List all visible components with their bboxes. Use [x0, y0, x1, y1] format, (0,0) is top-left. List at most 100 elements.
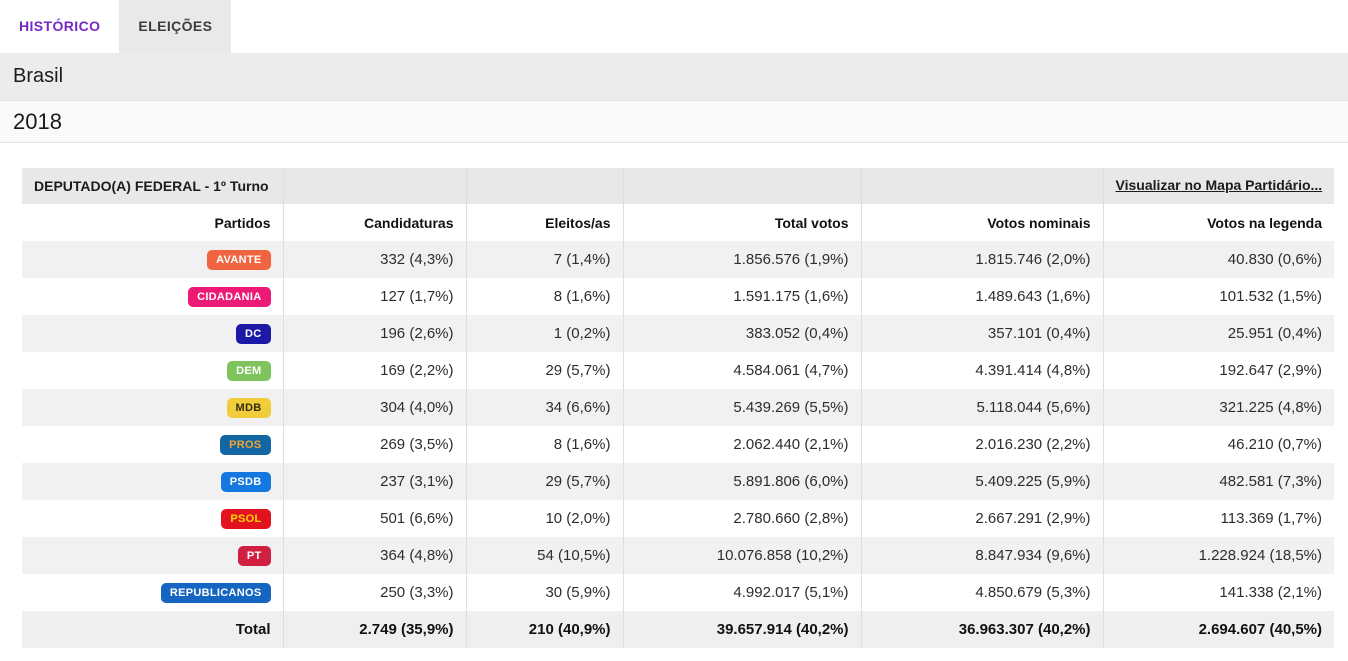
eleitos-cell: 29 (5,7%) — [465, 463, 623, 500]
party-badge-dc[interactable]: DC — [236, 323, 271, 344]
party-badge-dem[interactable]: DEM — [227, 360, 271, 381]
total-votos-cell: 5.891.806 (6,0%) — [622, 463, 861, 500]
party-row-republicanos: REPUBLICANOS 250 (3,3%) 30 (5,9%) 4.992.017… — [22, 574, 1334, 611]
title-spacer — [622, 168, 861, 204]
votos-nominais-cell: 4.850.679 (5,3%) — [860, 574, 1103, 611]
total-votos-cell: 1.591.175 (1,6%) — [622, 278, 861, 315]
party-badge-pt[interactable]: PT — [237, 545, 271, 566]
votos-legenda-cell: 25.951 (0,4%) — [1102, 315, 1334, 352]
eleitos-cell: 8 (1,6%) — [465, 426, 623, 463]
candidaturas-cell: 250 (3,3%) — [282, 574, 466, 611]
col-header-partidos: Partidos — [22, 204, 283, 241]
party-row-dc: DC 196 (2,6%) 1 (0,2%) 383.052 (0,4%) 357.10… — [22, 315, 1334, 352]
year-title: 2018 — [13, 108, 62, 134]
total-votos-cell: 4.584.061 (4,7%) — [622, 352, 861, 389]
eleitos-cell: 210 (40,9%) — [465, 611, 623, 648]
candidaturas-cell: 304 (4,0%) — [282, 389, 466, 426]
party-badge-mdb[interactable]: MDB — [226, 397, 271, 418]
party-row-dem: DEM 169 (2,2%) 29 (5,7%) 4.584.061 (4,7%) 4.… — [22, 352, 1334, 389]
col-header-candidaturas: Candidaturas — [282, 204, 466, 241]
total-votos-cell: 2.062.440 (2,1%) — [622, 426, 861, 463]
votos-nominais-cell: 4.391.414 (4,8%) — [860, 352, 1103, 389]
table-body: AVANTE 332 (4,3%) 7 (1,4%) 1.856.576 (1,9%)… — [22, 241, 1334, 648]
year-header: 2018 — [0, 100, 1348, 143]
party-row-psdb: PSDB 237 (3,1%) 29 (5,7%) 5.891.806 (6,0%) 5… — [22, 463, 1334, 500]
tabbar: HISTÓRICO ELEIÇÕES — [0, 0, 1348, 53]
votos-legenda-cell: 192.647 (2,9%) — [1102, 352, 1334, 389]
col-header-total-votos: Total votos — [622, 204, 861, 241]
table-title-row: DEPUTADO(A) FEDERAL - 1º Turno Visualiza… — [22, 168, 1334, 204]
candidaturas-cell: 2.749 (35,9%) — [282, 611, 466, 648]
region-title: Brasil — [13, 65, 64, 87]
party-cell: Total — [22, 611, 283, 648]
party-badge-republicanos[interactable]: REPUBLICANOS — [160, 582, 271, 603]
party-cell: DC — [22, 315, 283, 352]
title-spacer — [282, 168, 466, 204]
votos-legenda-cell: 482.581 (7,3%) — [1102, 463, 1334, 500]
col-header-eleitos: Eleitos/as — [465, 204, 623, 241]
region-header: Brasil — [0, 53, 1348, 100]
candidaturas-cell: 501 (6,6%) — [282, 500, 466, 537]
party-cell: REPUBLICANOS — [22, 574, 283, 611]
votos-legenda-cell: 1.228.924 (18,5%) — [1102, 537, 1334, 574]
votos-nominais-cell: 2.667.291 (2,9%) — [860, 500, 1103, 537]
votos-legenda-cell: 101.532 (1,5%) — [1102, 278, 1334, 315]
table-title: DEPUTADO(A) FEDERAL - 1º Turno — [22, 168, 283, 204]
party-badge-psol[interactable]: PSOL — [221, 508, 271, 529]
eleitos-cell: 8 (1,6%) — [465, 278, 623, 315]
candidaturas-cell: 237 (3,1%) — [282, 463, 466, 500]
title-spacer — [860, 168, 1103, 204]
candidaturas-cell: 364 (4,8%) — [282, 537, 466, 574]
candidaturas-cell: 169 (2,2%) — [282, 352, 466, 389]
candidaturas-cell: 196 (2,6%) — [282, 315, 466, 352]
candidaturas-cell: 332 (4,3%) — [282, 241, 466, 278]
total-votos-cell: 4.992.017 (5,1%) — [622, 574, 861, 611]
table-header-row: Partidos Candidaturas Eleitos/as Total v… — [22, 204, 1334, 241]
eleitos-cell: 10 (2,0%) — [465, 500, 623, 537]
party-cell: AVANTE — [22, 241, 283, 278]
map-link-cell: Visualizar no Mapa Partidário... — [1102, 168, 1334, 204]
eleitos-cell: 30 (5,9%) — [465, 574, 623, 611]
party-badge-psdb[interactable]: PSDB — [220, 471, 271, 492]
total-votos-cell: 383.052 (0,4%) — [622, 315, 861, 352]
votos-legenda-cell: 321.225 (4,8%) — [1102, 389, 1334, 426]
eleitos-cell: 34 (6,6%) — [465, 389, 623, 426]
votos-nominais-cell: 36.963.307 (40,2%) — [860, 611, 1103, 648]
votos-legenda-cell: 141.338 (2,1%) — [1102, 574, 1334, 611]
col-header-votos-nominais: Votos nominais — [860, 204, 1103, 241]
candidaturas-cell: 269 (3,5%) — [282, 426, 466, 463]
party-cell: PROS — [22, 426, 283, 463]
votos-nominais-cell: 8.847.934 (9,6%) — [860, 537, 1103, 574]
party-row-pros: PROS 269 (3,5%) 8 (1,6%) 2.062.440 (2,1%) 2.… — [22, 426, 1334, 463]
votos-nominais-cell: 357.101 (0,4%) — [860, 315, 1103, 352]
tab-historico[interactable]: HISTÓRICO — [0, 0, 120, 53]
votos-nominais-cell: 5.409.225 (5,9%) — [860, 463, 1103, 500]
results-table-container: DEPUTADO(A) FEDERAL - 1º Turno Visualiza… — [22, 168, 1334, 648]
results-table: DEPUTADO(A) FEDERAL - 1º Turno Visualiza… — [22, 168, 1334, 648]
party-row-psol: PSOL 501 (6,6%) 10 (2,0%) 2.780.660 (2,8%) 2… — [22, 500, 1334, 537]
eleitos-cell: 7 (1,4%) — [465, 241, 623, 278]
votos-nominais-cell: 1.815.746 (2,0%) — [860, 241, 1103, 278]
party-cell: PSOL — [22, 500, 283, 537]
votos-legenda-cell: 2.694.607 (40,5%) — [1102, 611, 1334, 648]
party-cell: DEM — [22, 352, 283, 389]
party-row-pt: PT 364 (4,8%) 54 (10,5%) 10.076.858 (10,2%)… — [22, 537, 1334, 574]
votos-legenda-cell: 40.830 (0,6%) — [1102, 241, 1334, 278]
total-votos-cell: 1.856.576 (1,9%) — [622, 241, 861, 278]
party-badge-avante[interactable]: AVANTE — [207, 249, 271, 270]
party-row-mdb: MDB 304 (4,0%) 34 (6,6%) 5.439.269 (5,5%) 5.… — [22, 389, 1334, 426]
eleitos-cell: 29 (5,7%) — [465, 352, 623, 389]
eleitos-cell: 1 (0,2%) — [465, 315, 623, 352]
votos-legenda-cell: 46.210 (0,7%) — [1102, 426, 1334, 463]
total-votos-cell: 2.780.660 (2,8%) — [622, 500, 861, 537]
votos-nominais-cell: 2.016.230 (2,2%) — [860, 426, 1103, 463]
party-badge-pros[interactable]: PROS — [220, 434, 271, 455]
map-partidario-link[interactable]: Visualizar no Mapa Partidário... — [1115, 177, 1323, 193]
title-spacer — [465, 168, 623, 204]
total-votos-cell: 39.657.914 (40,2%) — [622, 611, 861, 648]
total-votos-cell: 5.439.269 (5,5%) — [622, 389, 861, 426]
party-badge-cidadania[interactable]: CIDADANIA — [188, 286, 271, 307]
tab-eleicoes[interactable]: ELEIÇÕES — [119, 0, 232, 53]
eleitos-cell: 54 (10,5%) — [465, 537, 623, 574]
votos-nominais-cell: 5.118.044 (5,6%) — [860, 389, 1103, 426]
